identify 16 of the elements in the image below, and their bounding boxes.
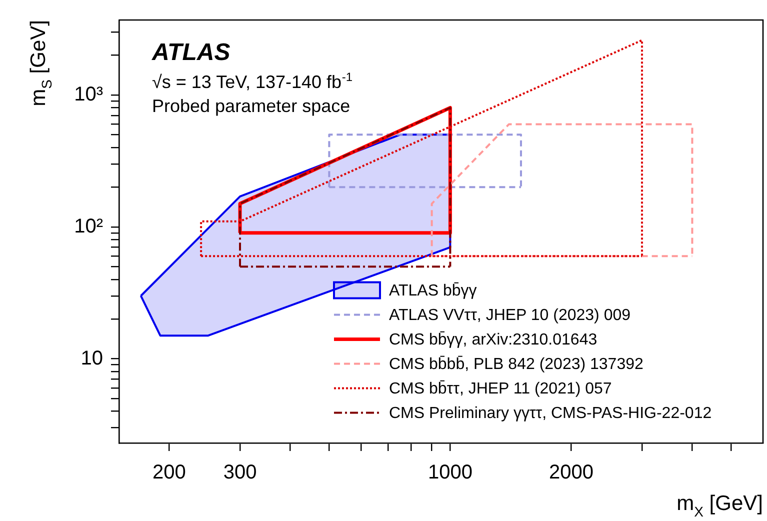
text: ATLAS <box>151 39 230 66</box>
legend-label: CMS bb̄bb̄, PLB 842 (2023) 137392 <box>389 356 644 374</box>
y-tick-label: 10² <box>74 215 104 238</box>
legend-label: ATLAS VVττ, JHEP 10 (2023) 009 <box>389 307 631 324</box>
y-axis-title: mS [GeV] <box>27 20 54 106</box>
legend-label: ATLAS bb̄γγ <box>389 282 477 300</box>
y-tick-label: 10 <box>80 347 103 370</box>
legend-label: CMS bb̄ττ, JHEP 11 (2021) 057 <box>389 380 612 398</box>
x-tick-label: 300 <box>223 462 257 484</box>
x-tick-label: 200 <box>152 462 186 484</box>
legend-label: CMS Preliminary γγττ, CMS-PAS-HIG-22-012 <box>389 405 712 422</box>
x-tick-label: 1000 <box>428 462 472 484</box>
x-tick-label: 2000 <box>548 462 594 484</box>
y-tick-label: 10³ <box>74 83 104 106</box>
legend-label: CMS bb̄γγ, arXiv:2310.01643 <box>389 331 598 349</box>
annotation: Probed parameter space <box>152 96 350 116</box>
